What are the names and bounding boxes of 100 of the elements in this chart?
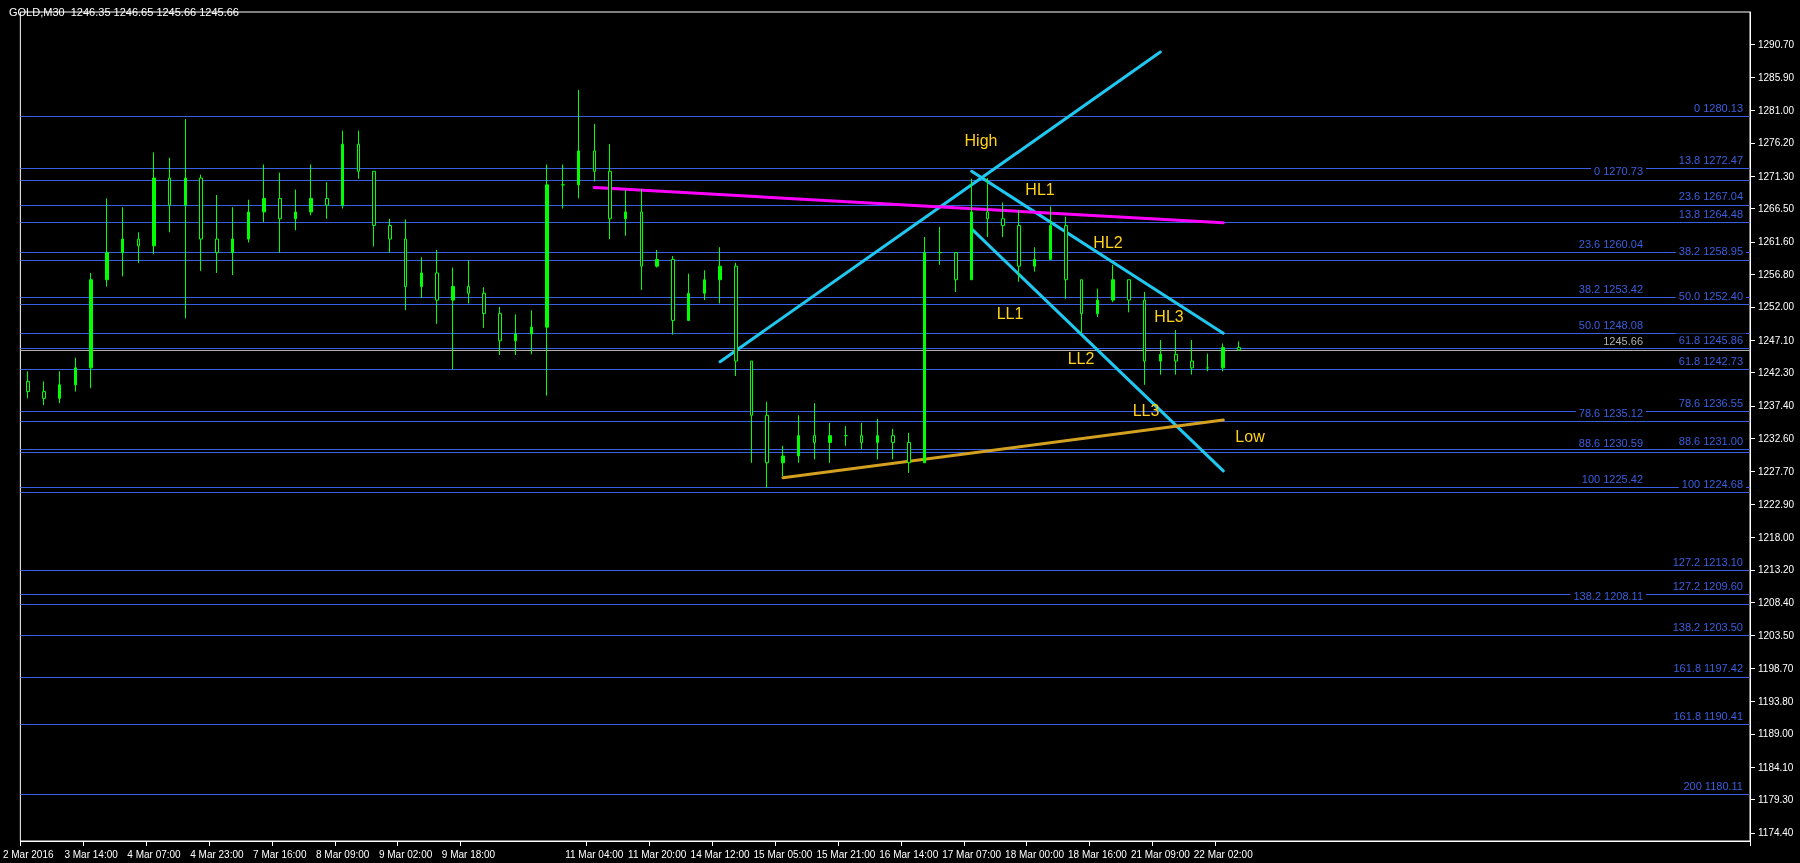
y-tick-label: 1276.20 [1758, 137, 1795, 149]
y-tick-label: 1184.10 [1758, 761, 1794, 773]
y-tick-label: 1193.80 [1758, 695, 1794, 707]
candlestick [923, 236, 926, 464]
candlestick [58, 370, 61, 404]
candlestick [74, 357, 77, 393]
ref-line-label: 61.8 1242.73 [1678, 355, 1743, 368]
candlestick [671, 255, 675, 336]
candlestick [703, 269, 706, 301]
candlestick [1206, 353, 1209, 372]
candlestick [938, 226, 942, 266]
x-tick-label: 11 Mar 20:00 [628, 848, 687, 860]
candlestick [1221, 342, 1225, 372]
candlestick [860, 422, 863, 450]
candlestick [797, 414, 800, 464]
candlestick [1190, 339, 1194, 376]
candlestick [89, 272, 93, 389]
y-tick-label: 1203.50 [1758, 630, 1795, 642]
annotation: HL3 [1154, 307, 1184, 325]
candlestick [1096, 288, 1099, 318]
ref-line-label: 0 1280.13 [1694, 101, 1743, 114]
y-tick-label: 1252.00 [1758, 301, 1795, 313]
candlestick [624, 189, 627, 237]
candlestick [341, 130, 344, 210]
ref-line-label: 127.2 1213.10 [1672, 556, 1743, 569]
annotation: LL2 [1067, 349, 1095, 367]
ref-line-label: 1245.66 [1603, 335, 1643, 348]
y-tick-label: 1271.30 [1758, 170, 1795, 182]
annotation: HL2 [1093, 233, 1123, 251]
x-tick-label: 4 Mar 23:00 [190, 848, 245, 860]
annotation: HL1 [1025, 180, 1055, 198]
y-tick-label: 1218.00 [1758, 531, 1795, 543]
candlestick [498, 306, 502, 356]
y-tick-label: 1256.80 [1758, 268, 1795, 280]
ref-line-label: 61.8 1245.86 [1678, 333, 1743, 346]
candlestick [231, 206, 234, 276]
chart-title: GOLD,M30 1246.35 1246.65 1245.66 1245.66 [9, 5, 239, 18]
x-tick-label: 17 Mar 07:00 [942, 848, 1002, 860]
candlestick [1064, 216, 1068, 300]
candlestick [388, 218, 392, 254]
x-tick-label: 14 Mar 12:00 [690, 848, 750, 860]
candlestick [970, 178, 973, 281]
y-tick-label: 1237.40 [1758, 400, 1795, 412]
ref-line-label: 23.6 1260.04 [1578, 237, 1643, 250]
ref-line-label: 127.2 1209.60 [1672, 579, 1743, 592]
y-tick-label: 1261.60 [1758, 236, 1795, 248]
candlestick [325, 181, 329, 220]
ref-line-label: 138.2 1208.11 [1573, 589, 1643, 602]
x-tick-label: 7 Mar 16:00 [253, 848, 307, 860]
annotation: LL1 [996, 304, 1024, 322]
candlestick [1174, 329, 1178, 376]
x-tick-label: 18 Mar 16:00 [1067, 848, 1128, 860]
candlestick [435, 249, 439, 325]
ref-line-label: 161.8 1197.42 [1673, 662, 1743, 675]
ref-line-label: 200 1180.11 [1683, 779, 1743, 792]
y-tick-label: 1242.30 [1758, 367, 1795, 379]
candlestick [451, 267, 455, 370]
annotation: Low [1235, 427, 1266, 445]
candlestick [137, 231, 140, 264]
candlestick [781, 445, 785, 477]
y-tick-label: 1222.90 [1758, 498, 1795, 510]
ref-line-label: 88.6 1230.59 [1578, 437, 1643, 450]
y-tick-label: 1266.50 [1758, 203, 1795, 215]
candlestick [199, 174, 203, 272]
x-tick-label: 22 Mar 02:00 [1193, 848, 1254, 860]
candlestick [215, 194, 219, 274]
candlestick [1033, 246, 1036, 273]
candlestick [247, 199, 250, 243]
candlestick [530, 309, 533, 355]
candlestick [577, 89, 580, 199]
candlestick [891, 428, 895, 460]
candlestick [105, 197, 109, 288]
candlestick [876, 418, 879, 460]
y-tick-label: 1179.30 [1758, 794, 1794, 806]
candlestick [828, 422, 832, 464]
candlestick [1127, 279, 1131, 313]
ref-line-label: 13.8 1272.47 [1678, 153, 1743, 166]
ref-line-label: 161.8 1190.41 [1673, 709, 1743, 722]
candlestick [1080, 279, 1083, 334]
y-tick-label: 1174.40 [1758, 827, 1794, 839]
candlestick [357, 130, 360, 180]
candlestick [954, 252, 958, 293]
candlestick [750, 360, 753, 464]
y-tick-label: 1247.10 [1758, 334, 1795, 346]
candlestick [121, 206, 124, 277]
candlestick [294, 189, 297, 231]
candlestick [372, 170, 376, 248]
ref-line-label: 0 1270.73 [1594, 165, 1643, 178]
candlestick [561, 164, 565, 210]
y-tick-label: 1213.20 [1758, 564, 1795, 576]
candlestick [184, 118, 187, 319]
candlestick [640, 188, 643, 291]
candlestick [420, 256, 423, 299]
x-tick-label: 15 Mar 21:00 [816, 848, 876, 860]
x-tick-label: 2 Mar 2016 [2, 848, 54, 860]
x-tick-label: 18 Mar 00:00 [1005, 848, 1065, 860]
candlestick [1111, 264, 1115, 303]
x-tick-label: 16 Mar 14:00 [879, 848, 939, 860]
y-tick-label: 1281.00 [1758, 104, 1795, 116]
ref-line-label: 38.2 1253.42 [1578, 282, 1643, 295]
